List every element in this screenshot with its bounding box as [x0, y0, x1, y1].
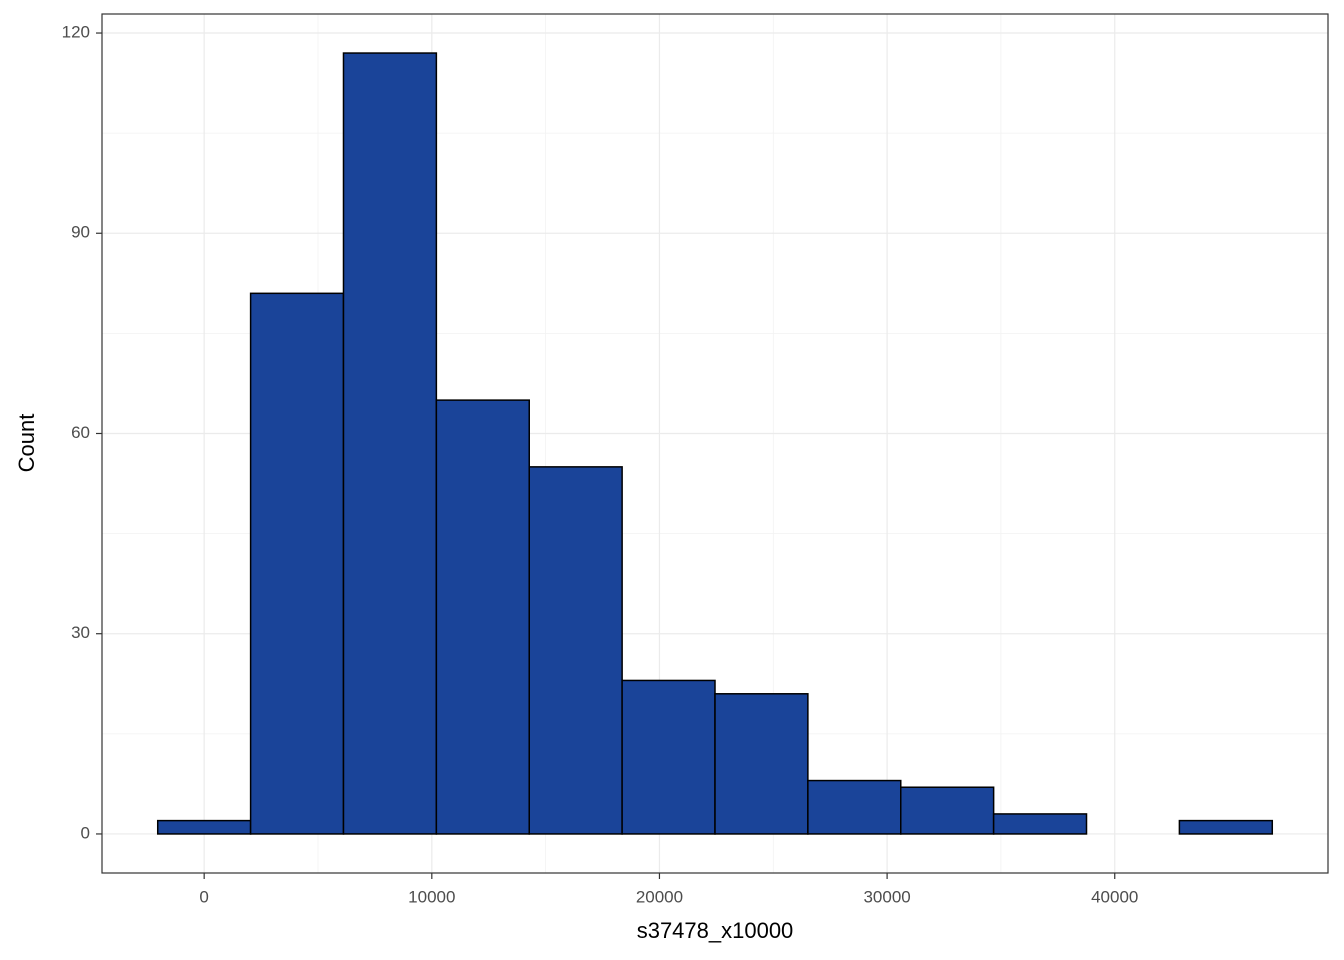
bar — [714, 693, 809, 835]
bar — [992, 813, 1088, 835]
y-tick-label: 30 — [71, 623, 90, 642]
x-tick-label: 20000 — [636, 887, 683, 906]
bar — [1178, 819, 1274, 835]
x-tick-label: 0 — [199, 887, 208, 906]
bar — [342, 52, 438, 835]
y-tick-label: 0 — [81, 823, 90, 842]
bar — [249, 292, 345, 835]
bar — [807, 779, 902, 835]
bar — [156, 819, 252, 835]
bar — [621, 679, 716, 835]
bar — [435, 399, 530, 835]
bar — [900, 786, 995, 835]
x-tick-label: 10000 — [408, 887, 455, 906]
bars — [156, 52, 1274, 835]
bar — [528, 466, 623, 835]
panel-border — [101, 13, 1329, 874]
x-tick-label: 30000 — [863, 887, 910, 906]
y-axis-title: Count — [14, 414, 39, 473]
x-axis-title: s37478_x10000 — [637, 918, 794, 943]
axes: 0 10000 20000 30000 40000 0 30 60 90 120 — [62, 23, 1139, 907]
y-tick-label: 120 — [62, 23, 90, 42]
y-tick-label: 90 — [71, 223, 90, 242]
x-tick-label: 40000 — [1091, 887, 1138, 906]
y-tick-label: 60 — [71, 423, 90, 442]
